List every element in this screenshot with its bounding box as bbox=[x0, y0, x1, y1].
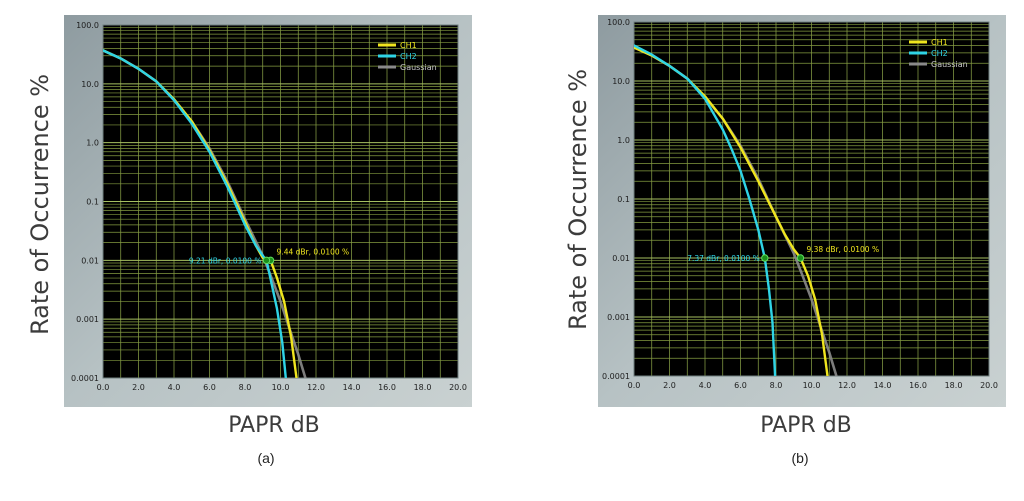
x-tick-label: 2.0 bbox=[663, 381, 676, 390]
marker-label: 9.44 dBr, 0.0100 % bbox=[277, 247, 350, 256]
marker-point bbox=[796, 254, 805, 262]
plot-border bbox=[102, 24, 459, 379]
series-line-ch2 bbox=[103, 49, 287, 378]
legend-label: CH1 bbox=[400, 41, 417, 50]
chart-panel-a: Rate of Occurrence % 0.0 2.0 4.0 6.0 8.0 10.0… bbox=[26, 15, 472, 466]
y-tick-label: 0.1 bbox=[86, 198, 99, 207]
y-tick-label: 10.0 bbox=[612, 77, 630, 86]
marker-label: 9.21 dBr, 0.0100 % bbox=[189, 256, 262, 265]
series-line-ch2 bbox=[634, 44, 777, 376]
figure-caption: (b) bbox=[791, 450, 809, 466]
chart-a: 0.0 2.0 4.0 6.0 8.0 10.0 12.0 14.0 16.0 18.0 20.0 1… bbox=[64, 15, 472, 407]
y-tick-label: 0.01 bbox=[612, 254, 630, 263]
x-tick-label: 16.0 bbox=[909, 381, 927, 390]
y-tick-label: 0.0001 bbox=[602, 372, 630, 381]
x-axis-label: PAPR dB bbox=[760, 413, 852, 438]
x-tick-label: 8.0 bbox=[770, 381, 783, 390]
x-axis-label: PAPR dB bbox=[228, 413, 320, 438]
x-tick-label: 18.0 bbox=[945, 381, 963, 390]
series-lines bbox=[103, 49, 307, 378]
x-tick-label: 12.0 bbox=[838, 381, 856, 390]
x-tick-label: 6.0 bbox=[203, 383, 216, 392]
x-tick-label: 14.0 bbox=[343, 383, 361, 392]
x-tick-label: 0.0 bbox=[628, 381, 641, 390]
y-tick-label: 1.0 bbox=[86, 139, 99, 148]
y-tick-label: 0.0001 bbox=[71, 374, 99, 383]
marker-point bbox=[262, 256, 271, 265]
x-tick-label: 10.0 bbox=[803, 381, 821, 390]
y-tick-label: 0.001 bbox=[76, 315, 99, 324]
y-tick-label: 10.0 bbox=[81, 80, 99, 89]
y-tick-label: 100.0 bbox=[76, 21, 99, 30]
legend-label: CH1 bbox=[931, 38, 948, 47]
legend-label: CH2 bbox=[931, 49, 948, 58]
x-tick-label: 2.0 bbox=[132, 383, 145, 392]
x-tick-label: 18.0 bbox=[414, 383, 432, 392]
x-tick-label: 4.0 bbox=[168, 383, 181, 392]
chart-panel-b: Rate of Occurrence % 0.0 2.0 4.0 6.0 8.0 10.0… bbox=[512, 0, 1024, 501]
x-tick-label: 14.0 bbox=[874, 381, 892, 390]
marker-point bbox=[761, 254, 769, 262]
marker-label: 7.37 dBr, 0.0100 % bbox=[687, 254, 760, 263]
x-tick-label: 8.0 bbox=[239, 383, 252, 392]
x-tick-label: 16.0 bbox=[378, 383, 396, 392]
y-tick-label: 100.0 bbox=[607, 18, 630, 27]
series-lines bbox=[634, 44, 838, 376]
x-tick-label: 12.0 bbox=[307, 383, 325, 392]
grid bbox=[633, 21, 990, 377]
figure-caption: (a) bbox=[257, 450, 275, 466]
x-tick-label: 0.0 bbox=[97, 383, 110, 392]
grid bbox=[102, 24, 459, 379]
legend-label: Gaussian bbox=[931, 60, 968, 69]
y-tick-label: 1.0 bbox=[617, 136, 630, 145]
x-tick-label: 20.0 bbox=[449, 383, 467, 392]
chart-b: 0.0 2.0 4.0 6.0 8.0 10.0 12.0 14.0 16.0 18.0 20.0 1… bbox=[598, 15, 1006, 407]
legend-label: CH2 bbox=[400, 52, 417, 61]
x-tick-label: 20.0 bbox=[980, 381, 998, 390]
plot-border bbox=[633, 21, 990, 377]
y-tick-label: 0.01 bbox=[81, 256, 99, 265]
marker-label: 9.38 dBr, 0.0100 % bbox=[806, 245, 879, 254]
legend-label: Gaussian bbox=[400, 63, 437, 72]
x-tick-label: 10.0 bbox=[272, 383, 290, 392]
y-tick-label: 0.1 bbox=[617, 195, 630, 204]
x-tick-label: 4.0 bbox=[699, 381, 712, 390]
y-tick-label: 0.001 bbox=[607, 313, 630, 322]
x-tick-label: 6.0 bbox=[734, 381, 747, 390]
